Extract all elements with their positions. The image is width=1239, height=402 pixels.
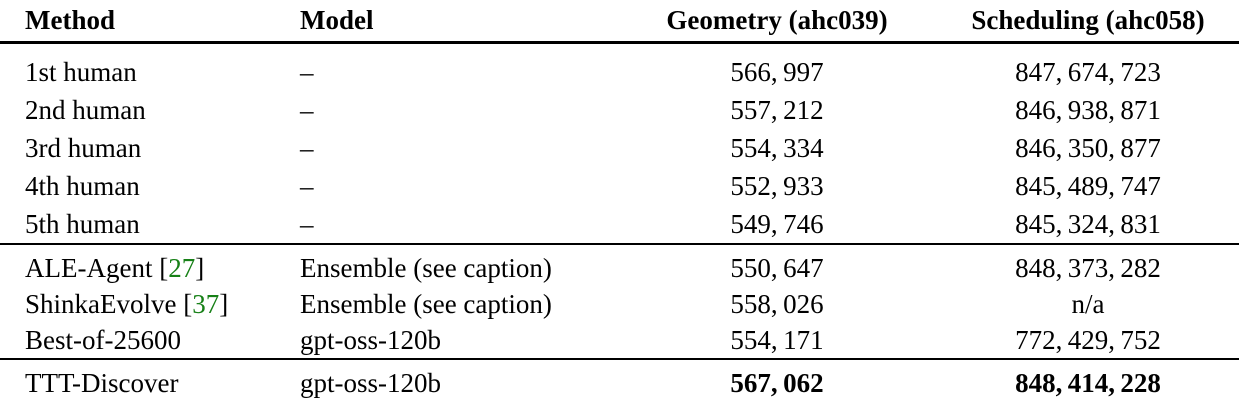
scheduling-cell: 772, 429, 752: [1015, 324, 1161, 355]
table-row: 5th human – 549, 746 845, 324, 831: [0, 205, 1239, 243]
model-cell: –: [300, 94, 314, 125]
scheduling-cell: n/a: [1071, 288, 1105, 319]
column-header-scheduling: Scheduling (ahc058): [971, 5, 1205, 35]
table-header-row: Method Model Geometry (ahc039) Schedulin…: [0, 0, 1239, 44]
scheduling-cell: 846, 938, 871: [1015, 94, 1161, 125]
scheduling-cell: 847, 674, 723: [1015, 56, 1161, 87]
geometry-cell: 554, 171: [730, 324, 824, 355]
method-label: ALE-Agent: [25, 252, 160, 283]
method-cell: ShinkaEvolve [37]: [0, 289, 292, 320]
model-cell: –: [300, 56, 314, 87]
geometry-cell: 554, 334: [730, 132, 824, 163]
table-group-humans: 1st human – 566, 997 847, 674, 723 2nd h…: [0, 44, 1239, 245]
citation-link[interactable]: 27: [168, 252, 196, 283]
table-row: Best-of-25600 gpt-oss-120b 554, 171 772,…: [0, 322, 1239, 358]
scheduling-cell: 845, 324, 831: [1015, 208, 1161, 239]
citation-bracket-open: [: [183, 288, 193, 319]
table-row: 3rd human – 554, 334 846, 350, 877: [0, 129, 1239, 167]
table-group-ours: TTT-Discover gpt-oss-120b 567, 062 848, …: [0, 360, 1239, 402]
citation-bracket-open: [: [159, 252, 169, 283]
method-label: ShinkaEvolve: [25, 288, 184, 319]
model-cell: –: [300, 208, 314, 239]
table-row: ALE-Agent [27] Ensemble (see caption) 55…: [0, 250, 1239, 286]
geometry-cell: 549, 746: [730, 208, 824, 239]
table-row: ShinkaEvolve [37] Ensemble (see caption)…: [0, 286, 1239, 322]
model-cell: –: [300, 132, 314, 163]
citation-bracket-close: ]: [195, 252, 205, 283]
geometry-cell: 552, 933: [730, 170, 824, 201]
citation-link[interactable]: 37: [192, 288, 220, 319]
table-group-baselines: ALE-Agent [27] Ensemble (see caption) 55…: [0, 245, 1239, 360]
method-cell: 3rd human: [25, 132, 142, 163]
table-row: 1st human – 566, 997 847, 674, 723: [0, 53, 1239, 91]
column-header-geometry: Geometry (ahc039): [666, 5, 888, 35]
method-cell: 1st human: [25, 56, 137, 87]
geometry-cell: 567, 062: [730, 368, 824, 398]
citation-bracket-close: ]: [219, 288, 229, 319]
model-cell: Ensemble (see caption): [300, 288, 552, 319]
geometry-cell: 550, 647: [730, 252, 824, 283]
column-header-model: Model: [300, 5, 374, 35]
method-cell: 2nd human: [25, 94, 146, 125]
geometry-cell: 566, 997: [730, 56, 824, 87]
scheduling-cell: 845, 489, 747: [1015, 170, 1161, 201]
scheduling-cell: 848, 373, 282: [1015, 252, 1161, 283]
model-cell: Ensemble (see caption): [300, 252, 552, 283]
table-row: 4th human – 552, 933 845, 489, 747: [0, 167, 1239, 205]
scheduling-cell: 848, 414, 228: [1015, 368, 1161, 398]
geometry-cell: 557, 212: [730, 94, 824, 125]
method-cell: Best-of-25600: [25, 324, 181, 355]
table-row: TTT-Discover gpt-oss-120b 567, 062 848, …: [0, 365, 1239, 402]
model-cell: gpt-oss-120b: [300, 368, 441, 398]
method-cell: 5th human: [25, 208, 140, 239]
geometry-cell: 558, 026: [730, 288, 824, 319]
method-cell: TTT-Discover: [25, 368, 179, 398]
table-row: 2nd human – 557, 212 846, 938, 871: [0, 91, 1239, 129]
method-cell: ALE-Agent [27]: [0, 253, 292, 284]
scheduling-cell: 846, 350, 877: [1015, 132, 1161, 163]
column-header-method: Method: [25, 5, 115, 35]
model-cell: –: [300, 170, 314, 201]
method-cell: 4th human: [25, 170, 140, 201]
model-cell: gpt-oss-120b: [300, 324, 441, 355]
